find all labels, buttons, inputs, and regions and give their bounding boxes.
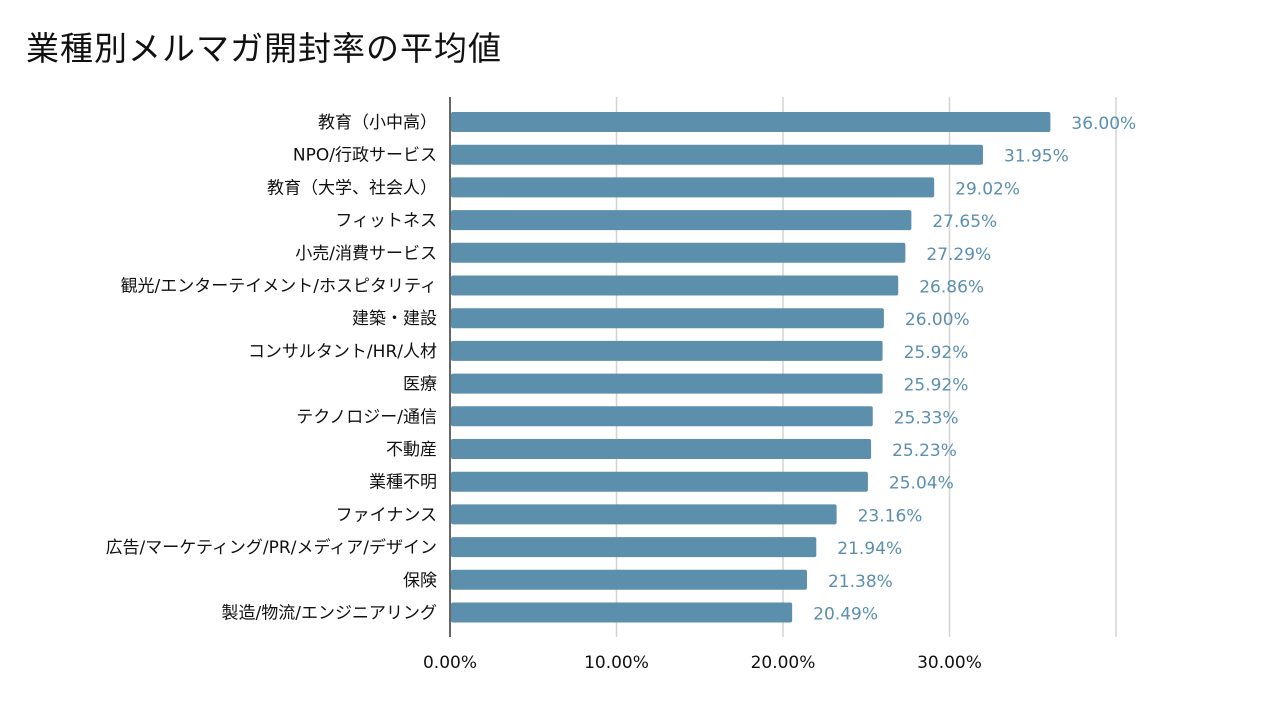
x-tick-label: 30.00% [917, 653, 982, 673]
bar [451, 406, 873, 427]
value-label: 21.94% [837, 539, 902, 559]
x-tick-label: 20.00% [751, 653, 816, 673]
category-label: 製造/物流/エンジニアリング [222, 604, 437, 624]
bar [451, 537, 817, 558]
category-label: フィットネス [335, 211, 437, 231]
value-label: 26.86% [919, 278, 984, 298]
value-label: 25.04% [889, 474, 954, 494]
value-label: 23.16% [858, 506, 923, 526]
category-label: 教育（小中高） [318, 113, 437, 133]
labels: 0.00% 10.00% 20.00% 30.00% 教育（小中高） 36.00% NPO/… [106, 113, 1137, 673]
value-label: 25.33% [894, 408, 959, 428]
bar [451, 242, 906, 263]
category-label: テクノロジー/通信 [296, 407, 437, 427]
x-tick-label: 0.00% [423, 653, 477, 673]
category-label: 保険 [403, 571, 437, 591]
bar [451, 504, 837, 525]
value-label: 31.95% [1004, 147, 1069, 167]
bar [451, 340, 883, 361]
bar [451, 210, 912, 231]
value-label: 29.02% [955, 179, 1020, 199]
bar [451, 569, 807, 590]
bar [451, 144, 983, 165]
bar [451, 275, 899, 296]
value-label: 27.65% [932, 212, 997, 232]
category-label: 広告/マーケティング/PR/メディア/デザイン [106, 537, 437, 558]
category-label: 業種不明 [369, 473, 437, 493]
category-label: 建築・建設 [352, 309, 437, 329]
category-label: 教育（大学、社会人） [267, 178, 437, 198]
value-label: 36.00% [1071, 114, 1136, 134]
category-label: コンサルタント/HR/人材 [248, 342, 437, 362]
x-tick-label: 10.00% [584, 653, 649, 673]
bar [451, 602, 793, 623]
bar [451, 308, 884, 329]
chart-title: 業種別メルマガ開封率の平均値 [26, 29, 502, 68]
category-label: 小売/消費サービス [295, 244, 437, 264]
value-label: 25.92% [904, 376, 969, 396]
category-label: 医療 [403, 375, 437, 395]
value-label: 21.38% [828, 572, 893, 592]
value-label: 25.92% [904, 343, 969, 363]
bars [451, 112, 1051, 623]
category-label: 不動産 [386, 440, 437, 460]
bar [451, 439, 872, 459]
bar [451, 177, 935, 198]
bar [451, 471, 868, 492]
value-label: 25.23% [892, 441, 957, 461]
value-label: 27.29% [926, 245, 991, 265]
bar [451, 112, 1051, 132]
category-label: ファイナンス [336, 505, 437, 525]
category-label: 観光/エンターテイメント/ホスピタリティ [121, 277, 437, 297]
category-label: NPO/行政サービス [293, 146, 437, 166]
value-label: 26.00% [905, 310, 970, 330]
bar [451, 373, 883, 394]
value-label: 20.49% [813, 605, 878, 625]
